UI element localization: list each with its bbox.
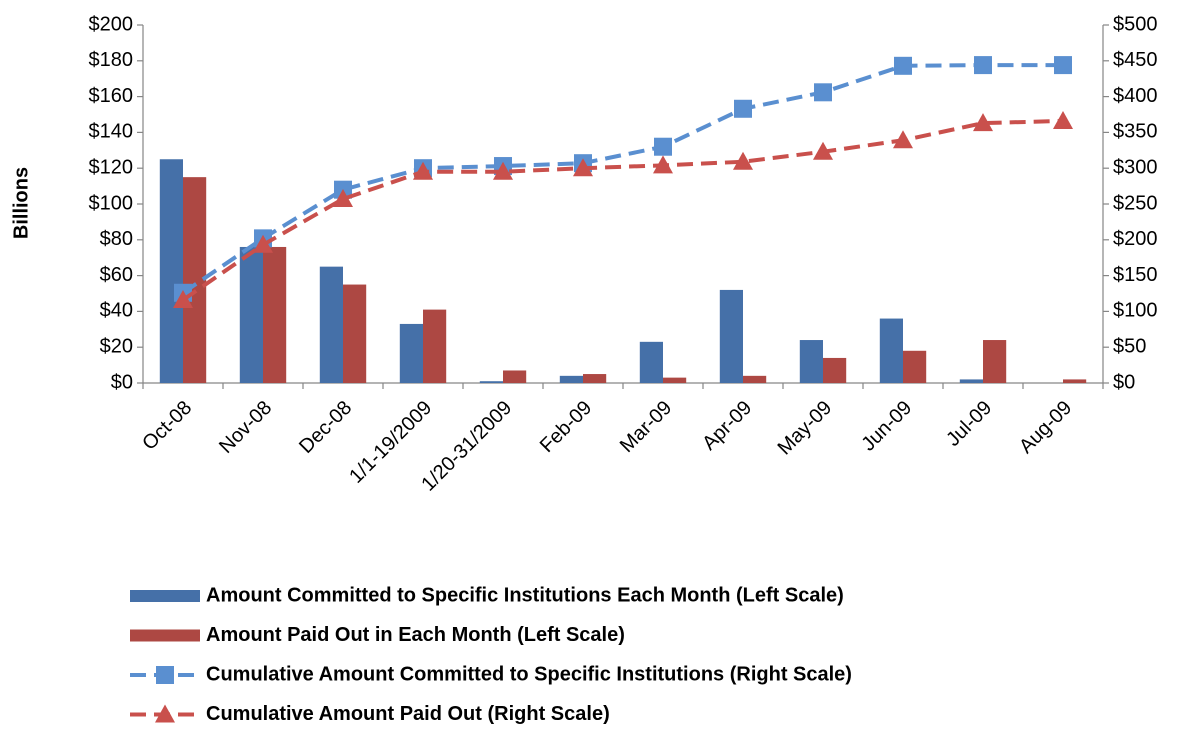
bar xyxy=(823,357,847,383)
y-tick-label: $100 xyxy=(89,192,134,214)
y-tick-label: $20 xyxy=(100,335,133,357)
x-tick-label: Jul-09 xyxy=(942,397,996,451)
line-marker xyxy=(813,141,833,160)
line xyxy=(181,118,1064,302)
y2-tick-label: $250 xyxy=(1113,192,1158,214)
x-tick-label: Feb-09 xyxy=(536,397,596,457)
y-tick-label: $160 xyxy=(89,85,134,107)
line xyxy=(181,63,1063,295)
bar xyxy=(479,381,503,383)
y2-tick-label: $300 xyxy=(1113,156,1158,178)
line-marker xyxy=(493,161,513,180)
line-marker xyxy=(333,188,353,207)
bar xyxy=(1063,379,1087,383)
bar xyxy=(719,289,743,383)
x-tick-label: Jun-09 xyxy=(857,397,916,456)
bar xyxy=(663,377,687,383)
x-tick-label: Mar-09 xyxy=(616,397,676,457)
y2-tick-label: $0 xyxy=(1113,371,1135,393)
y-tick-label: $40 xyxy=(100,300,133,322)
y-tick-label: $80 xyxy=(100,228,133,250)
line-marker xyxy=(173,289,193,308)
bar xyxy=(879,318,903,383)
bar xyxy=(583,374,607,383)
x-tick-label: Nov-08 xyxy=(215,397,276,458)
y-tick-label: $120 xyxy=(89,156,134,178)
y2-tick-label: $500 xyxy=(1113,13,1158,35)
bar xyxy=(903,350,927,383)
legend-swatch xyxy=(130,629,200,642)
bar xyxy=(799,340,823,383)
y-tick-label: $60 xyxy=(100,264,133,286)
legend-marker xyxy=(155,704,175,723)
legend-label: Cumulative Amount Paid Out (Right Scale) xyxy=(206,703,610,725)
x-tick-label: May-09 xyxy=(774,397,837,460)
y2-tick-label: $400 xyxy=(1113,85,1158,107)
bar xyxy=(343,284,367,383)
line-marker xyxy=(814,83,832,102)
y-tick-label: $200 xyxy=(89,13,134,35)
bar xyxy=(159,159,183,383)
line-marker xyxy=(653,155,673,174)
y2-tick-label: $50 xyxy=(1113,335,1146,357)
x-tick-label: Oct-08 xyxy=(138,397,196,455)
line-marker xyxy=(973,113,993,132)
x-tick-label: Apr-09 xyxy=(698,397,756,455)
bar xyxy=(559,375,583,383)
line-marker xyxy=(1054,56,1072,75)
x-tick-label: Dec-08 xyxy=(295,397,356,458)
bar xyxy=(959,379,983,383)
y-tick-label: $140 xyxy=(89,121,134,143)
y-axis-label: Billions xyxy=(10,167,32,239)
bar xyxy=(983,340,1007,383)
line-marker xyxy=(893,130,913,149)
y2-tick-label: $150 xyxy=(1113,264,1158,286)
y2-tick-label: $450 xyxy=(1113,49,1158,71)
bar xyxy=(423,309,447,383)
y2-tick-label: $200 xyxy=(1113,228,1158,250)
line-marker xyxy=(654,137,672,156)
line-marker xyxy=(573,158,593,177)
bar xyxy=(263,246,287,383)
y-tick-label: $180 xyxy=(89,49,134,71)
line-marker xyxy=(974,56,992,75)
bar xyxy=(239,246,263,383)
y2-tick-label: $350 xyxy=(1113,121,1158,143)
y2-tick-label: $100 xyxy=(1113,300,1158,322)
bar xyxy=(743,375,767,383)
line-marker xyxy=(894,56,912,75)
legend-label: Cumulative Amount Committed to Specific … xyxy=(206,663,852,685)
x-tick-label: Aug-09 xyxy=(1015,397,1076,458)
y-tick-label: $0 xyxy=(111,371,133,393)
line-marker xyxy=(413,161,433,180)
legend-label: Amount Committed to Specific Institution… xyxy=(206,584,844,606)
line-marker xyxy=(1053,110,1073,129)
bar xyxy=(183,177,207,383)
legend-marker xyxy=(156,666,174,684)
line-marker xyxy=(733,151,753,170)
legend-label: Amount Paid Out in Each Month (Left Scal… xyxy=(206,624,625,646)
bar xyxy=(503,370,527,383)
bar xyxy=(319,266,343,383)
bar xyxy=(399,323,423,383)
bar xyxy=(639,341,663,383)
legend-swatch xyxy=(130,590,200,602)
line-marker xyxy=(734,99,752,118)
line-marker xyxy=(253,234,273,253)
